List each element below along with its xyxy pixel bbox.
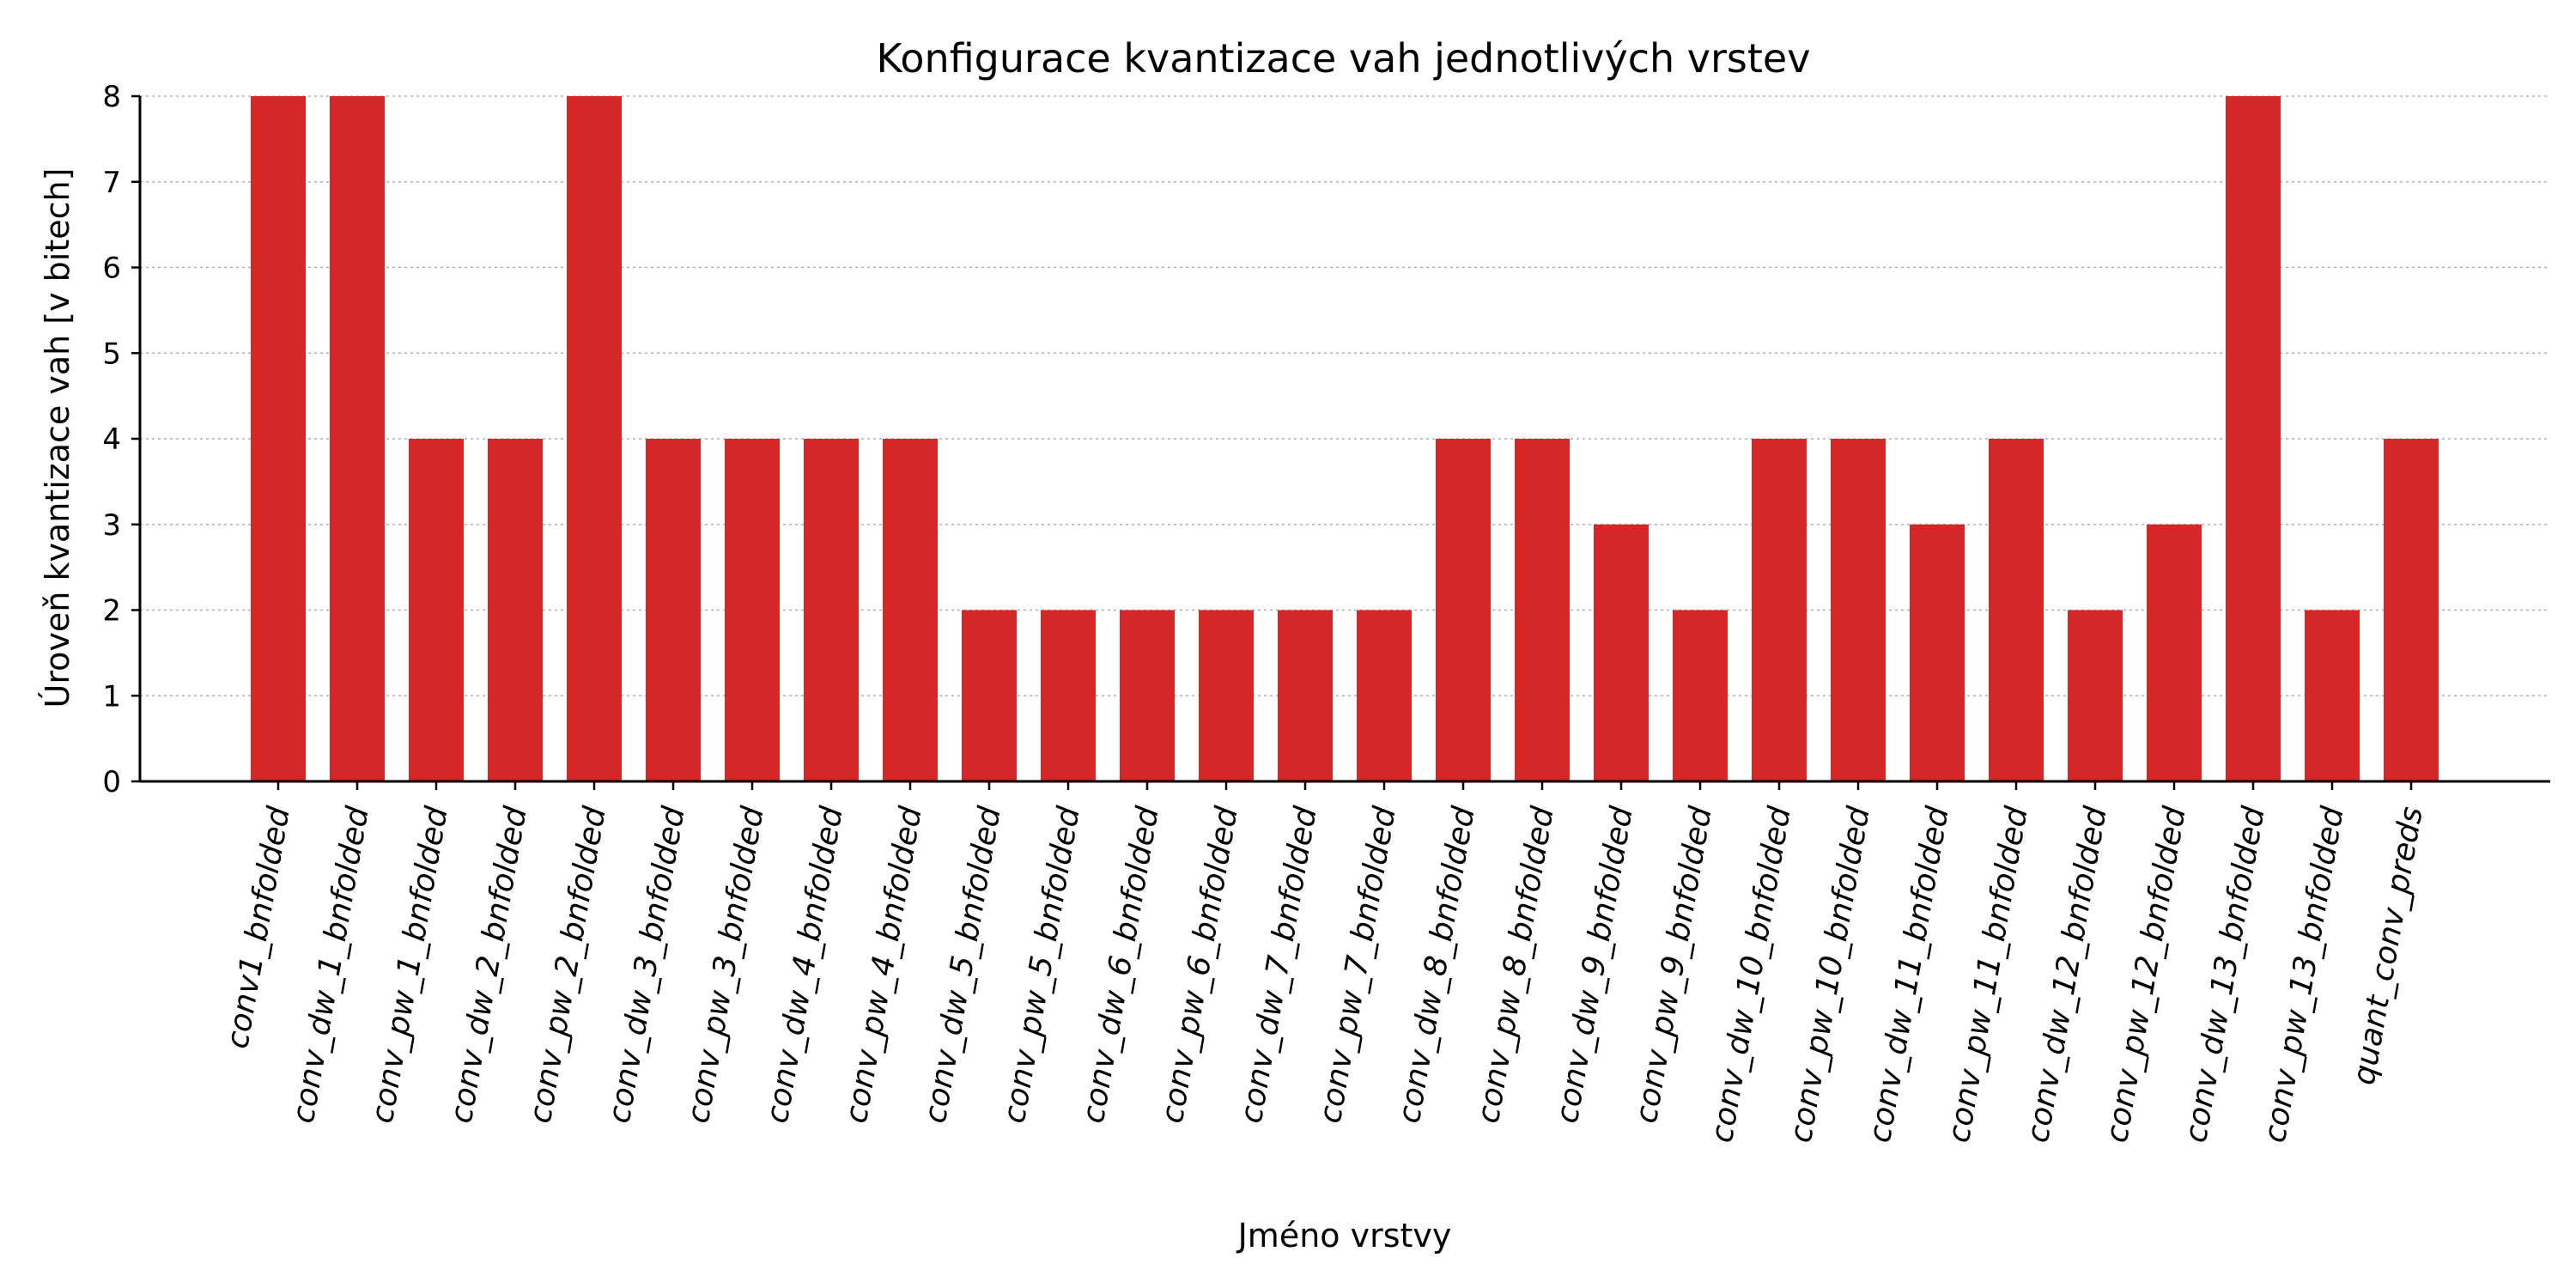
y-axis-label: Úroveň kvantizace vah [v bitech]: [39, 168, 76, 708]
bar: [646, 439, 701, 781]
bar: [488, 439, 543, 781]
x-tick-label: conv_dw_5_bnfolded: [918, 803, 1008, 1126]
x-tick-label: conv_dw_7_bnfolded: [1234, 803, 1324, 1126]
bar: [567, 96, 622, 781]
bar: [1436, 439, 1491, 781]
x-tick-label: conv_dw_11_bnfolded: [1862, 803, 1956, 1145]
x-tick-label: conv_pw_12_bnfolded: [2099, 803, 2193, 1145]
bar: [883, 439, 938, 781]
x-tick-label: conv_dw_10_bnfolded: [1704, 803, 1798, 1145]
y-tick-label: 0: [102, 765, 121, 799]
x-tick-label: conv_dw_3_bnfolded: [602, 803, 692, 1126]
y-tick-label: 5: [102, 337, 121, 371]
x-tick-label: conv_pw_10_bnfolded: [1783, 803, 1877, 1145]
bar: [725, 439, 780, 781]
bar: [251, 96, 306, 781]
bar: [1989, 439, 2044, 781]
bar: [1357, 610, 1412, 781]
y-tick-label: 7: [102, 166, 121, 200]
bar: [962, 610, 1017, 781]
x-tick-label: conv_dw_12_bnfolded: [2020, 803, 2114, 1145]
y-tick-label: 2: [102, 594, 121, 629]
y-tick-label: 6: [102, 252, 121, 286]
bar: [1199, 610, 1254, 781]
x-tick-label: conv_pw_13_bnfolded: [2257, 803, 2351, 1145]
x-tick-label: conv_dw_9_bnfolded: [1550, 803, 1640, 1126]
x-tick-label: quant_conv_preds: [2347, 804, 2430, 1087]
bar: [2226, 96, 2281, 781]
x-tick-label: conv_dw_1_bnfolded: [286, 803, 376, 1126]
x-tick-label: conv_dw_6_bnfolded: [1076, 803, 1166, 1126]
bar: [1594, 524, 1649, 781]
x-tick-label: conv_dw_13_bnfolded: [2178, 803, 2272, 1145]
x-tick-label: conv_pw_2_bnfolded: [523, 803, 613, 1126]
x-tick-label: conv_pw_4_bnfolded: [839, 803, 929, 1126]
y-ticks: 0 1 2 3 4 5 6 7 8: [102, 80, 140, 799]
x-tick-label: conv_pw_9_bnfolded: [1629, 803, 1719, 1126]
y-tick-label: 1: [102, 679, 121, 714]
bar: [2147, 524, 2202, 781]
bar: [330, 96, 385, 781]
bar: [804, 439, 859, 781]
y-tick-label: 8: [102, 80, 121, 114]
x-tick-label: conv_pw_11_bnfolded: [1941, 803, 2035, 1145]
x-tick-label: conv_pw_3_bnfolded: [681, 803, 771, 1126]
bar: [1515, 439, 1570, 781]
chart-title: Konfigurace kvantizace vah jednotlivých …: [877, 35, 1811, 82]
bar: [1041, 610, 1096, 781]
bar: [1910, 524, 1965, 781]
bar: [409, 439, 464, 781]
y-tick-label: 4: [102, 422, 121, 457]
x-tick-label: conv_pw_7_bnfolded: [1313, 803, 1403, 1126]
x-tick-label: conv_pw_1_bnfolded: [365, 803, 455, 1126]
x-tick-label: conv1_bnfolded: [220, 803, 297, 1051]
bar: [2305, 610, 2360, 781]
x-tick-label: conv_dw_8_bnfolded: [1392, 803, 1482, 1126]
bar: [1673, 610, 1728, 781]
bar: [1831, 439, 1886, 781]
bar: [1120, 610, 1175, 781]
bars: [251, 96, 2439, 781]
x-axis-label: Jméno vrstvy: [1236, 1217, 1452, 1255]
x-tick-label: conv_dw_2_bnfolded: [444, 803, 534, 1126]
bar: [1278, 610, 1333, 781]
x-ticks: conv1_bnfoldedconv_dw_1_bnfoldedconv_pw_…: [220, 781, 2430, 1145]
y-tick-label: 3: [102, 508, 121, 543]
bar: [2384, 439, 2439, 781]
x-tick-label: conv_pw_8_bnfolded: [1471, 803, 1561, 1126]
x-tick-label: conv_pw_6_bnfolded: [1155, 803, 1245, 1126]
bar: [1752, 439, 1807, 781]
bar: [2068, 610, 2123, 781]
x-tick-label: conv_dw_4_bnfolded: [760, 803, 850, 1126]
x-tick-label: conv_pw_5_bnfolded: [997, 803, 1087, 1126]
